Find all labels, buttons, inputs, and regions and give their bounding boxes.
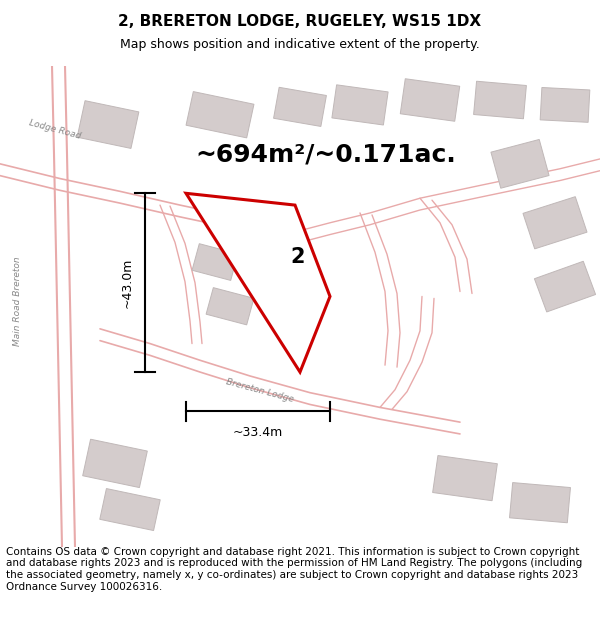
Polygon shape	[400, 79, 460, 121]
Text: Brereton Lodge: Brereton Lodge	[225, 378, 295, 404]
Text: Lodge Road: Lodge Road	[28, 119, 82, 141]
Polygon shape	[83, 439, 148, 488]
Polygon shape	[523, 197, 587, 249]
Text: 2, BRERETON LODGE, RUGELEY, WS15 1DX: 2, BRERETON LODGE, RUGELEY, WS15 1DX	[118, 14, 482, 29]
Polygon shape	[332, 85, 388, 125]
Polygon shape	[433, 456, 497, 501]
Polygon shape	[509, 482, 571, 522]
Polygon shape	[192, 244, 238, 281]
Polygon shape	[77, 101, 139, 148]
Text: Main Road Brereton: Main Road Brereton	[13, 256, 23, 346]
Polygon shape	[473, 81, 526, 119]
Polygon shape	[186, 193, 330, 372]
Text: Map shows position and indicative extent of the property.: Map shows position and indicative extent…	[120, 38, 480, 51]
Polygon shape	[274, 88, 326, 126]
Polygon shape	[186, 92, 254, 138]
Polygon shape	[491, 139, 549, 188]
Polygon shape	[100, 489, 160, 531]
Text: ~43.0m: ~43.0m	[121, 258, 133, 308]
Polygon shape	[535, 261, 596, 312]
Polygon shape	[206, 288, 254, 325]
Text: ~33.4m: ~33.4m	[233, 426, 283, 439]
Text: Contains OS data © Crown copyright and database right 2021. This information is : Contains OS data © Crown copyright and d…	[6, 547, 582, 592]
Text: 2: 2	[290, 247, 305, 267]
Polygon shape	[540, 88, 590, 122]
Text: ~694m²/~0.171ac.: ~694m²/~0.171ac.	[195, 142, 456, 166]
